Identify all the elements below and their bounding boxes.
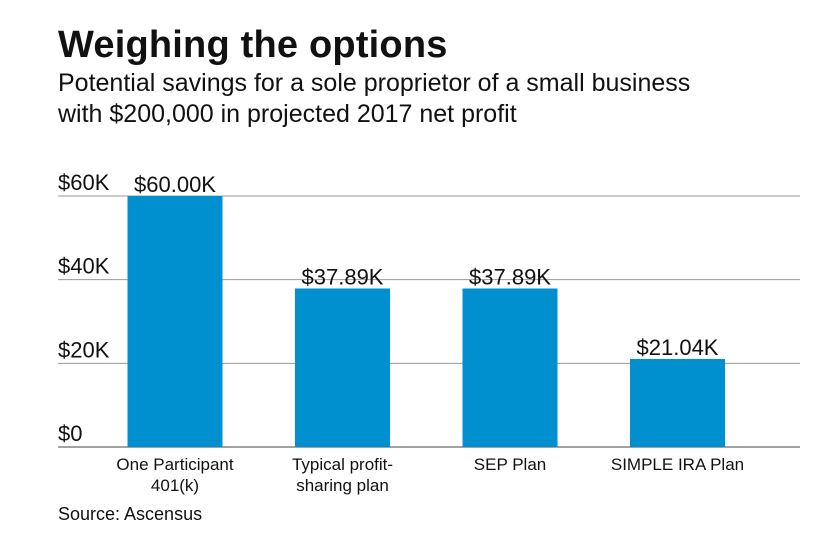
data-label-0: $60.00K: [134, 172, 216, 197]
bar-3: [630, 358, 725, 447]
y-tick-label-2: $40K: [58, 254, 110, 279]
bar-0: [127, 196, 223, 447]
data-label-1: $37.89K: [302, 264, 384, 289]
data-label-2: $37.89K: [469, 264, 551, 289]
bar-1: [295, 288, 390, 447]
subtitle-line-2: with $200,000 in projected 2017 net prof…: [58, 100, 517, 128]
chart-title: Weighing the options: [58, 24, 448, 66]
y-tick-label-0: $0: [58, 421, 82, 446]
bar-2: [462, 288, 558, 447]
source-note: Source: Ascensus: [58, 504, 203, 524]
category-label-3: SIMPLE IRA Plan: [611, 455, 744, 474]
category-label-1: Typical profit-sharing plan: [292, 455, 393, 495]
category-label-2: SEP Plan: [474, 455, 546, 474]
data-label-3: $21.04K: [637, 335, 719, 360]
category-label-0: One Participant 401(k): [116, 455, 233, 495]
y-tick-label-1: $20K: [58, 337, 110, 362]
y-tick-label-3: $60K: [58, 170, 110, 195]
chart-subtitle: Potential savings for a sole proprietor …: [58, 68, 690, 130]
subtitle-line-1: Potential savings for a sole proprietor …: [58, 69, 691, 97]
